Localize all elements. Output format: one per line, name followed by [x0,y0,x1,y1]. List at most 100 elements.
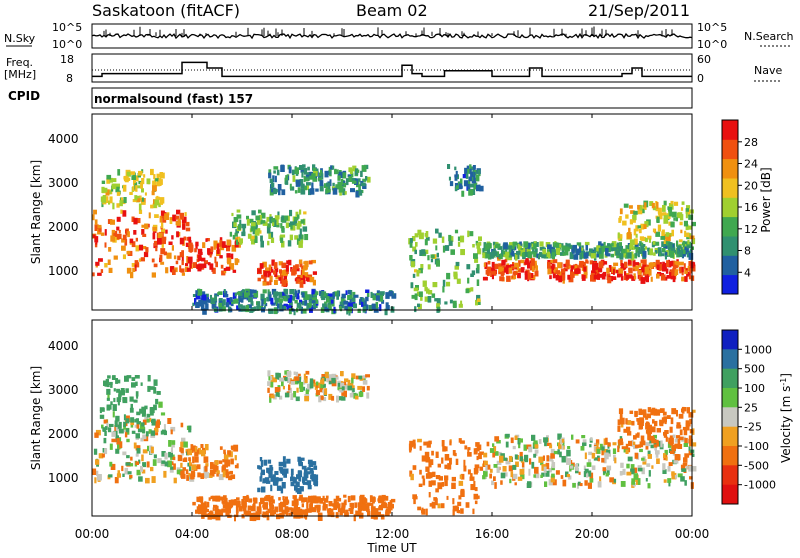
velocity-echo-cell [444,446,448,452]
power-echo-cell [355,190,360,198]
power-echo-cell [226,246,231,252]
power-echo-cell [663,218,669,224]
power-echo-cell [410,261,415,268]
power-echo-cell [637,204,642,210]
power-echo-cell [154,199,159,206]
power-echo-cell [134,260,139,267]
power-echo-cell [269,308,274,314]
velocity-echo-cell [380,514,385,520]
velocity-echo-cell [336,504,341,509]
power-echo-cell [140,201,146,205]
velocity-echo-cell [228,499,233,504]
power-echo-cell [432,282,438,288]
velocity-echo-cell [588,451,593,456]
velocity-echo-cell [653,439,659,444]
velocity-echo-cell [227,450,231,456]
velocity-echo-cell [596,442,599,447]
power-echo-cell [289,234,293,241]
velocity-echo-cell [297,508,303,515]
power-echo-cell [436,252,439,258]
velocity-echo-cell [475,467,479,473]
power-echo-cell [361,182,366,187]
colorbar-segment [722,330,738,350]
velocity-echo-cell [639,417,645,424]
velocity-echo-cell [474,464,480,469]
velocity-echo-cell [362,375,367,379]
power-echo-cell [273,166,279,170]
velocity-echo-cell [587,482,592,489]
power-echo-cell [365,176,368,181]
velocity-echo-cell [123,424,126,430]
velocity-echo-cell [688,438,692,444]
power-echo-cell [467,277,470,284]
velocity-echo-cell [631,420,635,426]
power-echo-cell [594,270,600,278]
power-echo-cell [417,303,420,307]
power-echo-cell [141,197,144,204]
power-echo-cell [207,248,211,255]
power-echo-cell [184,266,189,272]
power-echo-cell [233,222,237,227]
power-echo-cell [197,264,202,272]
power-echo-cell [304,273,308,277]
velocity-echo-cell [112,404,117,411]
velocity-echo-cell [548,468,552,473]
colorbar-segment [722,465,738,486]
power-echo-cell [347,174,352,178]
power-echo-cell [92,272,95,277]
power-echo-cell [301,268,305,276]
velocity-echo-cell [146,413,151,418]
velocity-echo-cell [218,496,224,501]
power-echo-cell [371,293,375,298]
velocity-echo-cell [664,417,667,425]
power-echo-cell [334,291,338,295]
velocity-echo-cell [631,478,636,485]
power-echo-cell [216,248,220,254]
power-echo-cell [328,171,332,175]
power-echo-cell [314,297,317,304]
power-echo-cell [282,291,286,296]
power-echo-cell [267,240,270,246]
power-echo-cell [464,167,468,175]
velocity-echo-cell [126,455,130,459]
power-echo-cell [101,196,106,203]
power-echo-cell [515,250,521,255]
velocity-echo-cell [280,487,284,494]
power-echo-cell [682,250,686,255]
power-echo-cell [225,302,230,308]
power-echo-cell [348,302,352,308]
velocity-echo-cell [286,458,291,464]
power-echo-cell [338,186,344,193]
velocity-echo-cell [659,408,665,413]
power-echo-cell [632,214,637,221]
power-echo-cell [671,229,674,237]
velocity-echo-cell [583,471,588,478]
velocity-echo-cell [129,396,134,402]
velocity-echo-cell [114,425,118,432]
power-echo-cell [298,306,302,311]
power-echo-cell [294,300,298,304]
velocity-echo-cell [365,374,370,378]
velocity-echo-cell [520,473,525,480]
velocity-echo-cell [662,463,666,471]
power-echo-cell [111,183,117,190]
velocity-echo-cell [152,459,157,466]
velocity-echo-cell [168,440,172,447]
power-echo-cell [686,243,692,249]
power-echo-cell [116,233,122,240]
velocity-echo-cell [484,460,488,467]
power-echo-cell [188,242,193,247]
velocity-echo-cell [106,388,111,395]
power-echo-cell [516,265,520,271]
power-echo-cell [130,272,134,279]
velocity-echo-cell [473,481,476,487]
velocity-echo-cell [456,506,459,513]
power-echo-cell [306,304,310,310]
velocity-echo-cell [212,495,217,502]
power-echo-cell [523,241,529,248]
power-echo-cell [674,272,677,276]
velocity-echo-cell [671,444,676,452]
power-echo-cell [286,304,289,310]
velocity-echo-cell [290,507,294,513]
power-echo-cell [311,173,316,179]
